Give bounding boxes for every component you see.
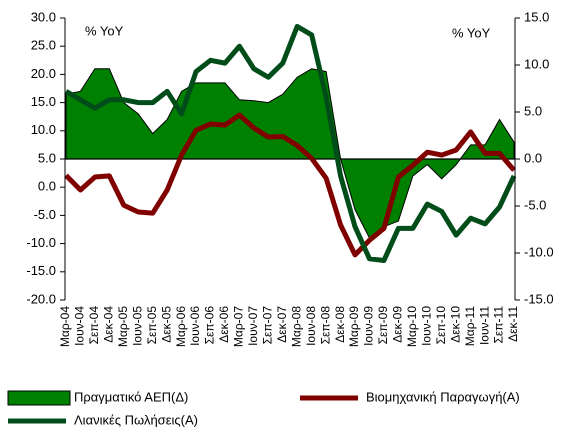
x-tick-label: Ιουν-04 <box>73 306 87 346</box>
x-tick-label: Ιουν-08 <box>304 306 318 346</box>
legend-label: Λιανικές Πωλήσεις(Α) <box>74 412 198 427</box>
y2-tick-label: 10.0 <box>524 56 549 71</box>
x-tick-label: Μαρ-07 <box>232 306 246 347</box>
x-tick-label: Μαρ-10 <box>405 306 419 347</box>
x-tick-label: Σεπ-06 <box>203 306 217 345</box>
x-tick-label: Δεκ-07 <box>275 306 289 343</box>
y2-tick-label: 15.0 <box>524 9 549 24</box>
legend-label: Βιομηχανική Παραγωγή(Α) <box>366 389 520 404</box>
legend-swatch <box>7 390 71 406</box>
left-axis-unit: % YoY <box>85 23 124 38</box>
x-tick-label: Σεπ-05 <box>145 306 159 345</box>
legend-label: Πραγματικό ΑΕΠ(Δ) <box>74 389 188 404</box>
x-tick-label: Ιουν-11 <box>477 306 491 345</box>
right-axis-unit: % YoY <box>452 25 491 40</box>
y2-tick-label: -15.0 <box>524 291 554 306</box>
line <box>64 23 517 264</box>
x-tick-label: Μαρ-09 <box>347 306 361 347</box>
x-tick-label: Ιουν-09 <box>362 306 376 346</box>
y-tick-label: 0.0 <box>38 179 56 194</box>
y-tick-label: -15.0 <box>26 263 56 278</box>
y-tick-label: -5.0 <box>34 207 56 222</box>
y-tick-label: 30.0 <box>31 9 56 24</box>
y2-tick-label: -5.0 <box>524 197 546 212</box>
y-tick-label: 10.0 <box>31 122 56 137</box>
y-tick-label: 25.0 <box>31 38 56 53</box>
x-tick-label: Σεπ-07 <box>260 306 274 345</box>
x-tick-label: Μαρ-05 <box>116 306 130 347</box>
x-tick-label: Δεκ-09 <box>391 306 405 343</box>
x-tick-label: Δεκ-04 <box>102 306 116 343</box>
x-tick-label: Δεκ-11 <box>506 306 520 342</box>
y2-tick-label: 5.0 <box>524 103 542 118</box>
x-tick-label: Μαρ-08 <box>289 306 303 347</box>
x-tick-label: Μαρ-11 <box>463 306 477 347</box>
y2-tick-label: -10.0 <box>524 244 554 259</box>
y-tick-label: -20.0 <box>26 291 56 306</box>
x-tick-label: Μαρ-04 <box>58 306 72 347</box>
x-tick-label: Ιουν-05 <box>130 306 144 346</box>
y2-tick-label: 0.0 <box>524 150 542 165</box>
x-tick-label: Σεπ-10 <box>434 306 448 345</box>
x-tick-label: Σεπ-08 <box>318 306 332 345</box>
x-tick-label: Δεκ-08 <box>333 306 347 343</box>
y-tick-label: -10.0 <box>26 235 56 250</box>
x-tick-label: Σεπ-09 <box>376 306 390 345</box>
x-tick-label: Ιουν-07 <box>246 306 260 346</box>
y-tick-label: 20.0 <box>31 66 56 81</box>
y-tick-label: 15.0 <box>31 94 56 109</box>
x-tick-label: Μαρ-06 <box>174 306 188 347</box>
line <box>64 112 516 258</box>
y-tick-label: 5.0 <box>38 150 56 165</box>
x-tick-label: Δεκ-05 <box>159 306 173 343</box>
x-tick-label: Δεκ-06 <box>217 306 231 343</box>
x-tick-label: Ιουν-06 <box>188 306 202 346</box>
x-tick-label: Δεκ-10 <box>448 306 462 343</box>
x-tick-label: Σεπ-11 <box>492 306 506 344</box>
x-tick-label: Ιουν-10 <box>419 306 433 346</box>
x-tick-label: Σεπ-04 <box>87 306 101 345</box>
